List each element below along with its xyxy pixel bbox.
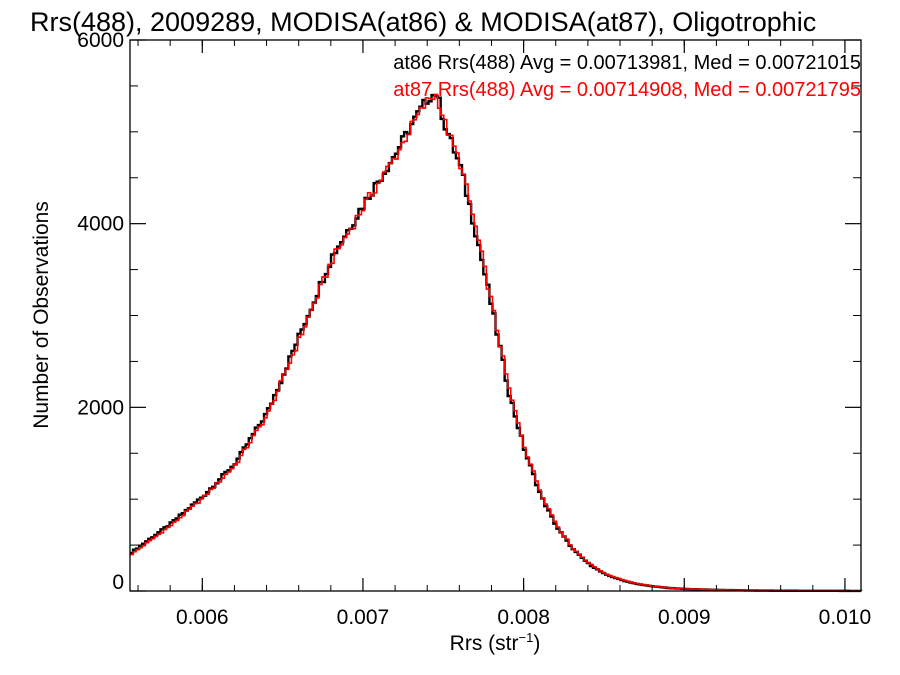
series-line-at87 bbox=[130, 93, 862, 592]
x-axis-label-close: ) bbox=[533, 632, 540, 655]
legend-entry-at86: at86 Rrs(488) Avg = 0.00713981, Med = 0.… bbox=[393, 52, 861, 74]
x-tick-label: 0.007 bbox=[337, 606, 390, 629]
x-tick-label: 0.008 bbox=[497, 606, 550, 629]
chart-title: Rrs(488), 2009289, MODISA(at86) & MODISA… bbox=[30, 7, 816, 37]
series-layer bbox=[130, 93, 863, 593]
y-tick-label: 6000 bbox=[77, 29, 124, 52]
x-axis-label-text: Rrs (str bbox=[450, 632, 519, 655]
x-axis-label-superscript: −1 bbox=[519, 630, 534, 645]
x-axis-label: Rrs (str−1) bbox=[450, 630, 541, 655]
y-tick-label: 4000 bbox=[77, 213, 124, 236]
legend-entry-at87: at87 Rrs(488) Avg = 0.00714908, Med = 0.… bbox=[393, 79, 861, 101]
x-tick-label: 0.010 bbox=[819, 606, 872, 629]
y-axis-label: Number of Observations bbox=[30, 201, 53, 429]
y-tick-label: 0 bbox=[112, 571, 124, 594]
tick-layer: 0.006 0.007 0.008 0.009 0.010 0 2000 4000 6000 bbox=[77, 29, 871, 629]
y-tick-label: 2000 bbox=[77, 396, 124, 419]
x-tick-label: 0.006 bbox=[176, 606, 229, 629]
x-tick-label: 0.009 bbox=[658, 606, 711, 629]
